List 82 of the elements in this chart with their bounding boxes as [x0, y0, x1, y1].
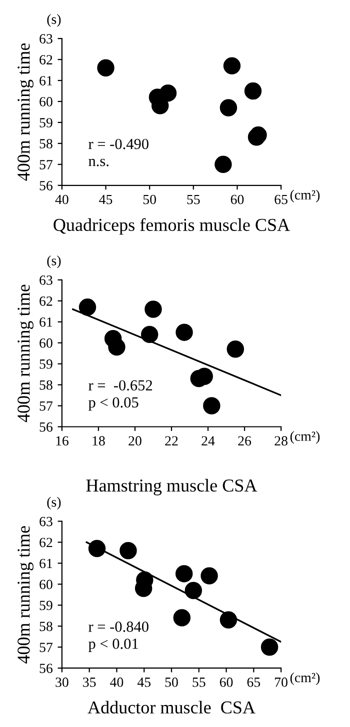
- y-tick-label: 56: [40, 422, 53, 432]
- y-tick-label: 59: [40, 359, 52, 369]
- point: [176, 324, 193, 341]
- y-axis-title: 400m running time: [18, 43, 34, 181]
- x-tick-label: 40: [55, 194, 68, 204]
- y-tick-label: 60: [40, 580, 52, 590]
- x-tick-label: 40: [110, 678, 124, 687]
- text: (cm²): [290, 672, 320, 686]
- point: [244, 82, 262, 100]
- point: [214, 156, 232, 174]
- point: [97, 59, 114, 77]
- x-tick-label: 45: [99, 194, 112, 204]
- y-tick-label: 57: [40, 401, 53, 411]
- point: [184, 582, 202, 600]
- point: [220, 99, 238, 116]
- y-tick-label: 62: [40, 55, 52, 64]
- x-tick-label: 30: [56, 678, 68, 687]
- point: [173, 609, 191, 626]
- y-tick-label: 60: [40, 97, 52, 106]
- y-tick-label: 58: [40, 622, 52, 632]
- y-tick-label: 63: [40, 516, 52, 526]
- annotation: r = -0.652 p < 0.05: [88, 380, 152, 411]
- y-tick-label: 62: [40, 538, 52, 548]
- y-tick-label: 61: [40, 317, 52, 327]
- x-tick-label: 35: [83, 678, 96, 687]
- x-tick-label: 65: [274, 194, 288, 204]
- x-axis-title: Adductor muscle CSA: [88, 700, 256, 714]
- y-tick-label: 63: [40, 34, 52, 44]
- x-tick-label: 20: [128, 436, 142, 446]
- y-tick-label: 58: [40, 380, 52, 390]
- point: [203, 397, 220, 414]
- point: [223, 57, 241, 74]
- x-tick-label: 55: [192, 678, 206, 687]
- y-tick-label: 63: [40, 276, 52, 285]
- x-tick-label: 50: [143, 194, 156, 204]
- x-tick-label: 60: [230, 194, 244, 204]
- x-tick-label: 24: [202, 436, 215, 446]
- y-axis-title: 400m running time: [18, 284, 34, 422]
- x-tick-label: 26: [238, 436, 252, 446]
- y-axis-title: 400m running time: [18, 526, 34, 664]
- annotation: r = -0.490 n.s.: [88, 138, 148, 166]
- text: (s): [47, 256, 61, 268]
- text: (cm²): [290, 190, 320, 202]
- point: [200, 567, 218, 584]
- point: [120, 542, 137, 560]
- point: [159, 84, 177, 102]
- y-tick-label: 60: [40, 338, 52, 348]
- point: [78, 298, 96, 316]
- x-tick-label: 60: [220, 678, 233, 687]
- x-tick-label: 65: [247, 678, 260, 687]
- y-tick-label: 62: [40, 296, 52, 306]
- x-tick-label: 22: [165, 436, 178, 446]
- y-tick-label: 59: [40, 118, 52, 128]
- x-tick-label: 50: [165, 678, 178, 687]
- point: [260, 638, 278, 656]
- text: (s): [47, 14, 61, 27]
- annotation: r = -0.840 p < 0.01: [88, 622, 148, 652]
- text: (cm²): [290, 431, 320, 444]
- x-tick-label: 28: [274, 436, 288, 446]
- x-tick-label: 70: [275, 678, 288, 687]
- point: [140, 326, 158, 344]
- x-axis-title: Quadriceps femoris muscle CSA: [54, 218, 290, 235]
- y-tick-label: 59: [40, 600, 52, 610]
- x-tick-label: 45: [137, 678, 151, 687]
- y-tick-label: 56: [40, 181, 53, 190]
- point: [220, 611, 238, 628]
- y-tick-label: 61: [40, 76, 52, 86]
- x-tick-label: 18: [92, 436, 105, 446]
- y-tick-label: 57: [40, 642, 53, 652]
- point: [88, 540, 106, 558]
- point: [175, 565, 193, 582]
- point: [226, 340, 244, 358]
- point: [108, 338, 126, 356]
- y-tick-label: 57: [40, 160, 53, 170]
- x-axis-title: Hamstring muscle CSA: [86, 478, 258, 496]
- y-tick-label: 56: [40, 664, 53, 674]
- x-tick-label: 16: [56, 436, 68, 446]
- y-tick-label: 58: [40, 139, 52, 148]
- text: (s): [47, 496, 61, 510]
- y-tick-label: 61: [40, 558, 52, 568]
- point: [144, 300, 162, 318]
- x-tick-label: 55: [187, 194, 200, 204]
